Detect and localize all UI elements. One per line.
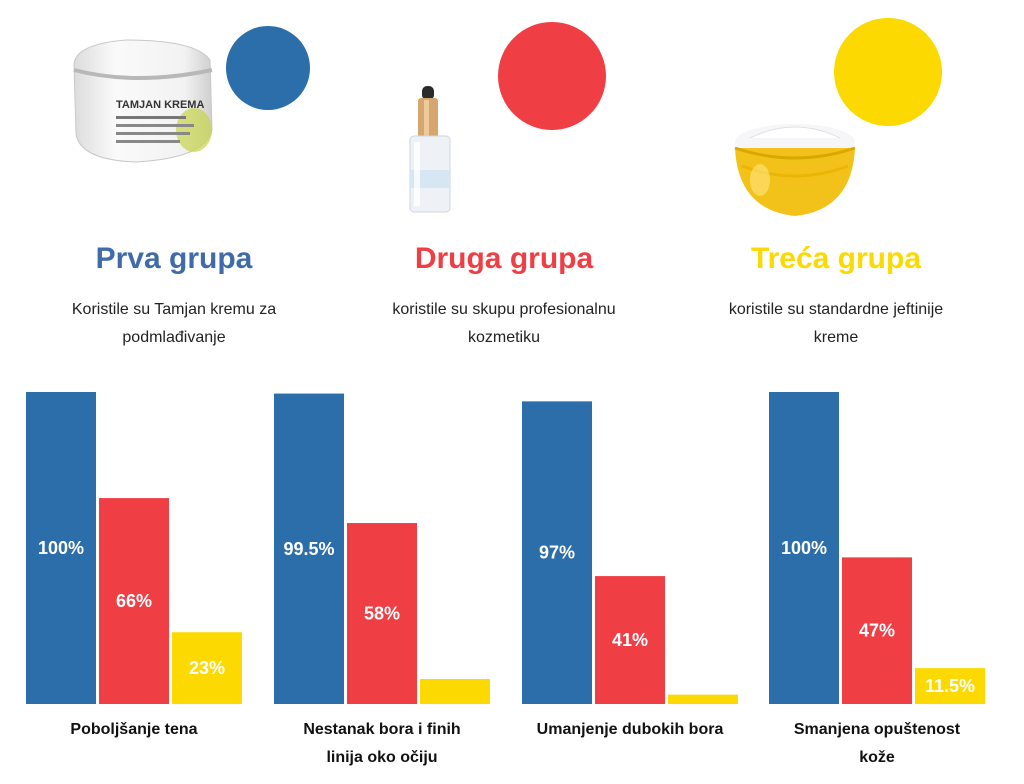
serum-bottle-image [404, 86, 456, 214]
group-desc-first: Koristile su Tamjan kremu za podmlađivan… [34, 296, 314, 352]
bar-2-4 [842, 557, 912, 704]
bar-value-label: 8% [442, 659, 468, 679]
yellow-circle [834, 18, 942, 126]
bar-value-label: 99.5% [283, 539, 334, 559]
group-desc-third-line2: kreme [813, 329, 859, 346]
category-label: Umanjenje dubokih bora [515, 716, 745, 744]
bar-value-label: 23% [189, 658, 225, 678]
group-desc-first-line1: Koristile su Tamjan kremu za [71, 301, 277, 318]
category-label-line: Nestanak bora i finih [303, 721, 461, 738]
bar-3-2 [420, 679, 490, 704]
bar-1-2 [274, 393, 344, 704]
bar-value-label: 58% [364, 604, 400, 624]
category-label-line: Umanjenje dubokih bora [536, 721, 724, 738]
bar-value-label: 11.5% [925, 676, 975, 696]
bar-value-label: 3% [690, 675, 716, 695]
bar-3-3 [668, 694, 738, 704]
bar-1-3 [522, 401, 592, 704]
bar-value-label: 97% [539, 543, 575, 563]
bar-value-label: 66% [116, 591, 152, 611]
category-label-line: kože [859, 749, 895, 766]
bar-2-2 [347, 523, 417, 704]
comparison-bar-chart: 100% 66% 23% 99.5% 58% 8% 97% 41% 3% 100% 47% 11.5% [26, 392, 985, 704]
bar-1-4 [769, 392, 839, 704]
bar-3-4 [915, 668, 985, 704]
group-title-third: Treća grupa [750, 242, 922, 275]
category-label: Nestanak bora i finih linija oko očiju [267, 716, 497, 772]
group-desc-third: koristile su standardne jeftinije kreme [696, 296, 976, 352]
group-desc-second-line2: kozmetiku [467, 329, 541, 346]
red-circle [498, 22, 606, 130]
bar-1-1 [26, 392, 96, 704]
group-desc-third-line1: koristile su standardne jeftinije [728, 301, 944, 318]
yellow-cream-jar-image [730, 120, 860, 220]
category-label-line: linija oko očiju [326, 749, 438, 766]
group-desc-second-line1: koristile su skupu profesionalnu [392, 301, 616, 318]
group-title-second: Druga grupa [414, 242, 594, 275]
tamjan-cream-jar-image: TAMJAN KREMA [66, 34, 216, 166]
group-desc-first-line2: podmlađivanje [122, 329, 226, 346]
bar-value-label: 100% [38, 538, 84, 558]
bar-2-1 [99, 498, 169, 704]
jar-label: TAMJAN KREMA [116, 99, 204, 111]
bar-3-1 [172, 632, 242, 704]
category-label: Poboljšanje tena [19, 716, 249, 744]
category-label: Smanjena opuštenost kože [762, 716, 992, 772]
group-desc-second: koristile su skupu profesionalnu kozmeti… [364, 296, 644, 352]
category-label-line: Smanjena opuštenost [793, 721, 961, 738]
group-title-first: Prva grupa [95, 242, 253, 275]
blue-circle [226, 26, 310, 110]
bar-value-label: 100% [781, 538, 827, 558]
category-label-line: Poboljšanje tena [70, 721, 198, 738]
bar-value-label: 41% [612, 630, 648, 650]
bar-2-3 [595, 576, 665, 704]
bar-value-label: 47% [859, 621, 895, 641]
